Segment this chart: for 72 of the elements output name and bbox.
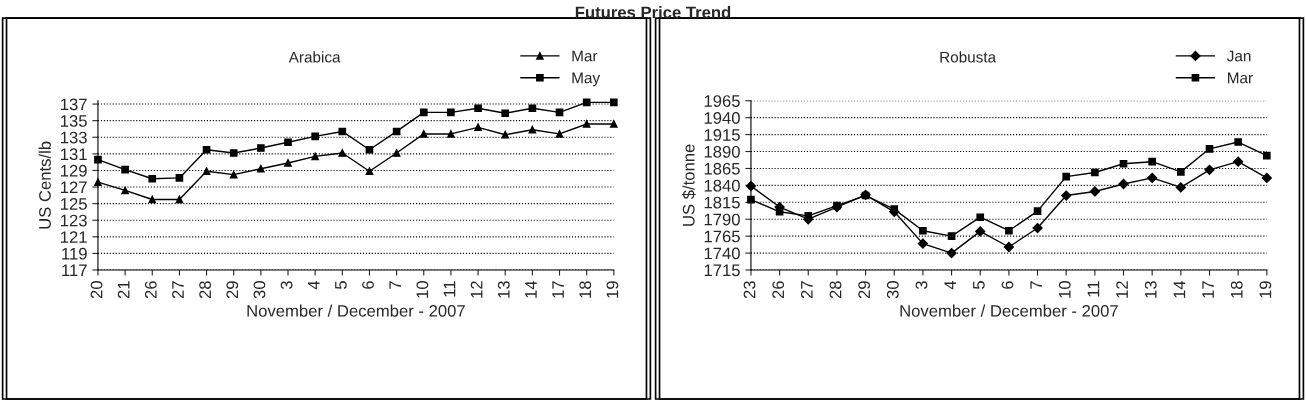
- chart-subtitle: Robusta: [940, 51, 997, 63]
- chart-subtitle: Arabica: [288, 51, 341, 63]
- y-axis-title: US Cents/lb: [38, 141, 51, 229]
- y-tick-label: 129: [61, 164, 87, 177]
- y-tick-label: 131: [61, 148, 87, 161]
- x-tick-label: 4: [944, 280, 956, 290]
- x-axis-title: November / December - 2007: [900, 304, 1118, 317]
- y-tick-label: 121: [61, 231, 87, 243]
- x-tick-label: 18: [1230, 281, 1243, 298]
- x-tick-label: 30: [886, 281, 899, 299]
- x-tick-label: 27: [172, 281, 184, 299]
- x-tick-label: 10: [416, 281, 429, 298]
- x-tick-label: 12: [470, 281, 483, 298]
- legend-label: May: [572, 72, 601, 87]
- y-tick-label: 127: [61, 181, 87, 194]
- y-tick-label: 137: [61, 98, 87, 111]
- y-tick-label: 125: [61, 198, 87, 210]
- x-tick-label: 5: [335, 281, 347, 290]
- y-tick-label: 1840: [704, 179, 740, 192]
- x-tick-label: 5: [973, 281, 985, 290]
- legend-label: Jan: [1227, 50, 1251, 62]
- y-tick-label: 1790: [704, 213, 740, 226]
- x-tick-label: 26: [772, 281, 785, 299]
- text: Futures Price Trend: [575, 6, 731, 19]
- x-tick-label: 21: [117, 281, 130, 299]
- x-tick-label: 10: [1058, 281, 1071, 298]
- x-tick-label: 19: [606, 281, 619, 298]
- x-tick-label: 6: [362, 281, 374, 289]
- x-tick-label: 7: [1030, 281, 1042, 289]
- y-tick-label: 1715: [704, 264, 740, 277]
- x-tick-label: 23: [743, 281, 756, 299]
- x-tick-label: 28: [199, 281, 212, 299]
- x-tick-label: 17: [1202, 281, 1214, 298]
- y-tick-label: 135: [61, 115, 87, 127]
- x-tick-label: 6: [1001, 281, 1014, 289]
- x-tick-label: 3: [280, 281, 293, 290]
- y-tick-label: 119: [62, 247, 87, 260]
- x-tick-label: 11: [1087, 281, 1100, 297]
- x-tick-label: 7: [389, 281, 401, 289]
- y-tick-label: 117: [62, 264, 87, 277]
- x-tick-label: 19: [1259, 281, 1272, 298]
- x-tick-label: 13: [1144, 281, 1157, 298]
- x-tick-label: 3: [915, 281, 928, 290]
- x-axis-title: November / December - 2007: [247, 304, 465, 317]
- y-tick-label: 1940: [704, 112, 740, 124]
- y-tick-label: 1740: [704, 247, 740, 260]
- x-tick-label: 17: [552, 281, 564, 298]
- y-tick-label: 1815: [704, 196, 740, 209]
- y-tick-label: 1915: [704, 129, 740, 141]
- x-tick-label: 18: [579, 281, 592, 298]
- y-tick-label: 133: [61, 131, 87, 144]
- x-tick-label: 28: [829, 281, 842, 299]
- x-tick-label: 26: [144, 281, 157, 299]
- y-axis-title: US $/tonne: [682, 144, 696, 226]
- x-tick-label: 14: [525, 280, 537, 298]
- legend-label: Mar: [1228, 72, 1253, 84]
- x-tick-label: 11: [443, 281, 456, 297]
- x-tick-label: 29: [226, 281, 239, 299]
- x-tick-label: 20: [90, 281, 103, 299]
- y-tick-label: 123: [61, 214, 87, 227]
- y-tick-label: 1765: [704, 230, 740, 243]
- x-tick-label: 30: [253, 281, 266, 299]
- legend-label: Mar: [572, 50, 598, 62]
- x-tick-label: 27: [800, 281, 813, 299]
- y-tick-label: 1890: [704, 145, 740, 158]
- x-tick-label: 4: [308, 280, 320, 290]
- x-tick-label: 13: [497, 281, 510, 298]
- y-tick-label: 1865: [704, 162, 740, 175]
- x-tick-label: 29: [858, 281, 871, 299]
- x-tick-label: 14: [1173, 280, 1186, 298]
- y-tick-label: 1965: [704, 95, 740, 107]
- x-tick-label: 12: [1116, 281, 1128, 298]
